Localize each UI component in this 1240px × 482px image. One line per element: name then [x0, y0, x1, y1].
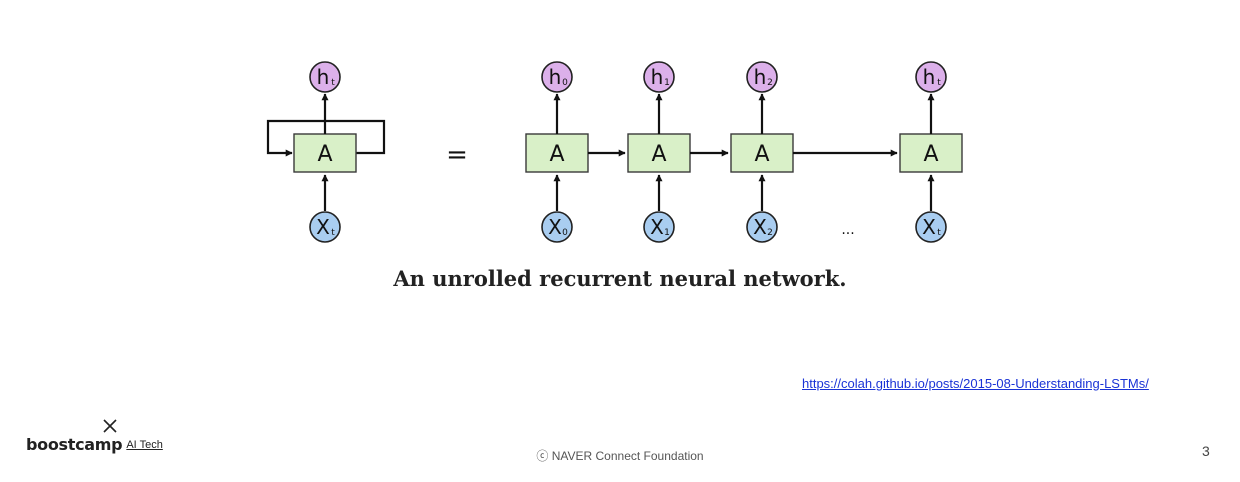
output-node-2-subscript: 2	[767, 78, 773, 88]
brand-sub: AI Tech	[126, 439, 163, 451]
brand-name: boostcamp	[26, 435, 123, 454]
input-node-1	[643, 211, 675, 243]
footer-copyright: ⓒ NAVER Connect Foundation	[536, 449, 704, 463]
unrolled-cell-1-label: A	[651, 142, 666, 167]
x-mark-icon	[103, 419, 117, 433]
output-node-3-subscript: t	[937, 78, 941, 88]
ellipsis-marker: ...	[841, 222, 854, 238]
input-node-3-letter: X	[922, 215, 936, 239]
rolled-cell	[293, 133, 357, 173]
rolled-cell-label: A	[317, 142, 332, 167]
unrolled-cell-0-label: A	[549, 142, 564, 167]
output-node-0	[541, 61, 573, 93]
rolled-input-node-subscript: t	[331, 228, 335, 238]
input-node-2-subscript: 2	[767, 228, 773, 238]
rolled-output-node-letter: h	[317, 65, 330, 89]
output-node-1-subscript: 1	[664, 78, 670, 88]
rnn-diagram: AX th t= AX 0h 0AX 1h 1AX 2h 2AX th t...	[266, 61, 963, 243]
input-node-2	[746, 211, 778, 243]
rolled-input-node	[309, 211, 341, 243]
equals-sign: =	[446, 140, 468, 170]
input-node-3-subscript: t	[937, 228, 941, 238]
rolled-output-node-subscript: t	[331, 78, 335, 88]
unrolled-cell-3-label: A	[923, 142, 938, 167]
input-node-3	[915, 211, 947, 243]
diagram-caption: An unrolled recurrent neural network.	[393, 266, 847, 291]
rolled-output-node	[309, 61, 341, 93]
source-link[interactable]: https://colah.github.io/posts/2015-08-Un…	[802, 376, 1149, 391]
output-node-2-letter: h	[754, 65, 767, 89]
rolled-input-node-letter: X	[316, 215, 330, 239]
input-node-0-letter: X	[548, 215, 562, 239]
output-node-0-subscript: 0	[562, 78, 568, 88]
input-node-0-subscript: 0	[562, 228, 568, 238]
input-node-0	[541, 211, 573, 243]
page-number: 3	[1202, 443, 1210, 459]
unrolled-cell-3	[899, 133, 963, 173]
output-node-3-letter: h	[923, 65, 936, 89]
output-node-0-letter: h	[549, 65, 562, 89]
unrolled-cell-0	[525, 133, 589, 173]
output-node-1	[643, 61, 675, 93]
output-node-1-letter: h	[651, 65, 664, 89]
unrolled-cell-2-label: A	[754, 142, 769, 167]
output-node-2	[746, 61, 778, 93]
input-node-2-letter: X	[753, 215, 767, 239]
unrolled-cell-2	[730, 133, 794, 173]
input-node-1-subscript: 1	[664, 228, 670, 238]
output-node-3	[915, 61, 947, 93]
input-node-1-letter: X	[650, 215, 664, 239]
